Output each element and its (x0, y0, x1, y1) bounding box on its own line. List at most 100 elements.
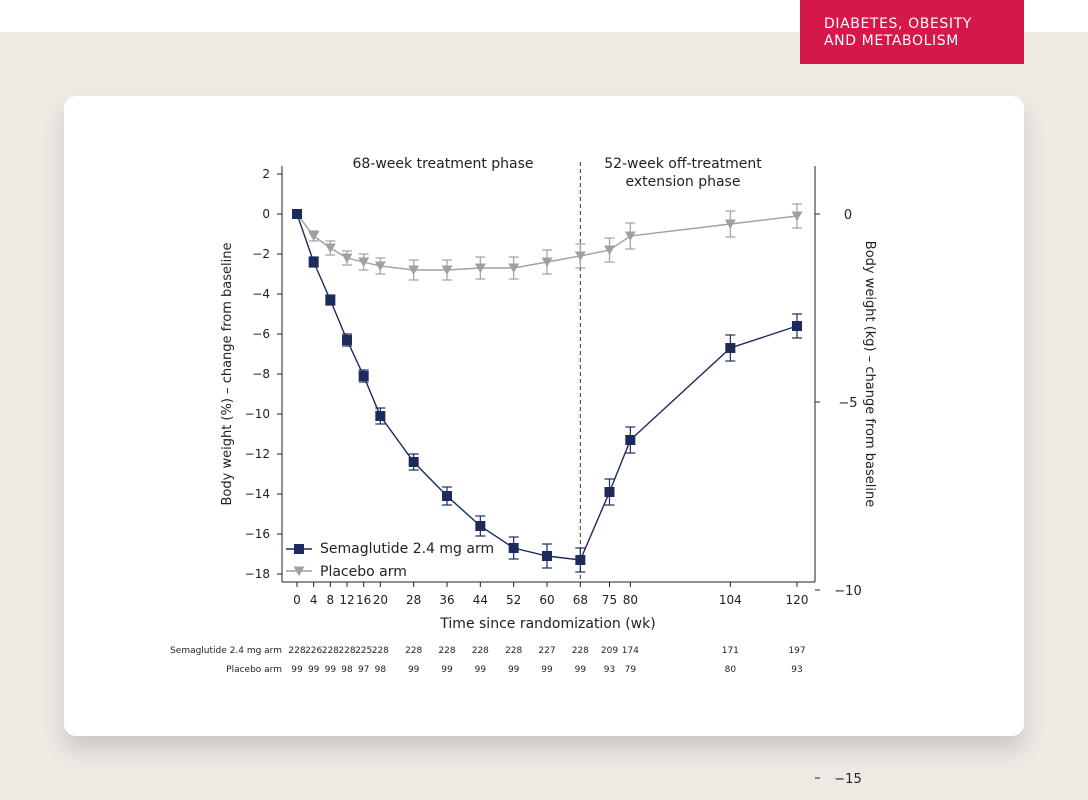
n-at-risk-value: 227 (538, 646, 555, 656)
y-tick-label-left: −10 (245, 407, 270, 421)
placebo-marker (604, 245, 615, 255)
x-tick-label: 12 (339, 593, 354, 607)
n-at-risk-value: 171 (722, 646, 739, 656)
y-tick-label-left: 2 (262, 167, 270, 181)
semaglutide-marker (625, 435, 636, 445)
x-tick-label: 80 (623, 593, 638, 607)
placebo-marker (408, 265, 420, 275)
semaglutide-marker (325, 295, 336, 305)
n-at-risk-value: 99 (441, 665, 453, 675)
x-tick-label: 104 (719, 593, 742, 607)
n-at-risk-value: 80 (725, 665, 737, 675)
n-at-risk-label-semaglutide: Semaglutide 2.4 mg arm (170, 646, 282, 656)
y-tick-label-left: 0 (262, 207, 270, 221)
placebo-marker (374, 261, 386, 271)
semaglutide-marker (792, 321, 802, 331)
n-at-risk-value: 228 (338, 646, 355, 656)
series-line-semaglutide (296, 213, 798, 561)
n-at-risk-value: 228 (505, 646, 522, 656)
y-tick-label-right: −5 (838, 396, 857, 411)
legend-label-placebo: Placebo arm (320, 564, 407, 580)
x-tick-label: 68 (573, 593, 588, 607)
series-line-placebo (296, 213, 798, 271)
placebo-marker (724, 219, 736, 229)
n-at-risk-label-placebo: Placebo arm (226, 665, 282, 675)
y-tick-label-left: −6 (252, 327, 270, 341)
x-tick-label: 60 (539, 593, 554, 607)
placebo-marker (791, 211, 803, 221)
x-tick-label: 20 (373, 593, 388, 607)
journal-name-line-1: DIABETES, OBESITY (824, 16, 972, 32)
n-at-risk-value: 79 (625, 665, 637, 675)
n-at-risk-value: 228 (405, 646, 422, 656)
journal-name-line-2: AND METABOLISM (824, 33, 959, 49)
x-tick-label: 75 (602, 593, 617, 607)
semaglutide-marker (604, 487, 615, 497)
n-at-risk-value: 99 (508, 665, 520, 675)
n-at-risk-value: 226 (305, 646, 322, 656)
placebo-marker (308, 231, 320, 241)
n-at-risk-value: 174 (622, 646, 639, 656)
n-at-risk-value: 93 (604, 665, 615, 675)
extension-phase-label-line-2: extension phase (626, 174, 741, 190)
figure-card (64, 96, 1024, 736)
semaglutide-marker (542, 551, 552, 561)
y-tick-label-left: −12 (245, 447, 270, 461)
semaglutide-marker (375, 411, 386, 421)
x-tick-label: 52 (506, 593, 521, 607)
n-at-risk-value: 228 (288, 646, 305, 656)
placebo-marker (574, 251, 586, 261)
x-tick-label: 44 (473, 593, 488, 607)
n-at-risk-value: 197 (788, 646, 805, 656)
y-tick-label-left: −18 (245, 567, 270, 581)
n-at-risk-value: 228 (322, 646, 339, 656)
x-tick-label: 36 (439, 593, 454, 607)
y-tick-label-right: −15 (834, 772, 861, 787)
n-at-risk-value: 209 (601, 646, 618, 656)
semaglutide-marker (475, 521, 486, 531)
x-tick-label: 16 (356, 593, 371, 607)
placebo-marker (474, 263, 486, 273)
x-tick-label: 120 (786, 593, 809, 607)
placebo-marker (341, 253, 353, 263)
semaglutide-marker (358, 371, 369, 381)
semaglutide-marker (508, 543, 519, 553)
y-axis-title-right: Body weight (kg) – change from baseline (862, 241, 877, 507)
placebo-marker (441, 265, 453, 275)
x-axis-title: Time since randomization (wk) (439, 616, 655, 632)
n-at-risk-value: 99 (475, 665, 487, 675)
journal-badge: DIABETES, OBESITY AND METABOLISM (800, 0, 1024, 64)
placebo-marker (541, 257, 553, 267)
semaglutide-marker (575, 555, 586, 565)
semaglutide-marker (292, 209, 302, 219)
n-at-risk-value: 99 (541, 665, 553, 675)
y-tick-label-left: −2 (252, 247, 270, 261)
y-tick-label-right: 0 (844, 208, 852, 223)
semaglutide-marker (725, 343, 736, 353)
n-at-risk-value: 98 (375, 665, 387, 675)
x-tick-label: 0 (293, 593, 301, 607)
semaglutide-marker (342, 335, 352, 345)
n-at-risk-value: 228 (572, 646, 589, 656)
legend-marker-placebo (293, 566, 305, 576)
semaglutide-marker (308, 257, 319, 267)
y-axis-title-left: Body weight (%) – change from baseline (220, 243, 235, 506)
y-tick-label-left: −14 (245, 487, 270, 501)
x-tick-label: 28 (406, 593, 421, 607)
y-tick-label-left: −4 (252, 287, 270, 301)
n-at-risk-value: 99 (291, 665, 303, 675)
n-at-risk-value: 99 (308, 665, 320, 675)
n-at-risk-value: 228 (372, 646, 389, 656)
n-at-risk-value: 99 (325, 665, 337, 675)
n-at-risk-value: 99 (575, 665, 587, 675)
semaglutide-marker (408, 457, 419, 467)
x-tick-label: 4 (310, 593, 318, 607)
y-tick-label-left: −16 (245, 527, 270, 541)
y-tick-label-right: −10 (834, 584, 861, 599)
placebo-marker (324, 243, 336, 253)
n-at-risk-value: 93 (791, 665, 802, 675)
n-at-risk-value: 225 (355, 646, 372, 656)
y-tick-label-left: −8 (252, 367, 270, 381)
placebo-marker (358, 257, 370, 267)
